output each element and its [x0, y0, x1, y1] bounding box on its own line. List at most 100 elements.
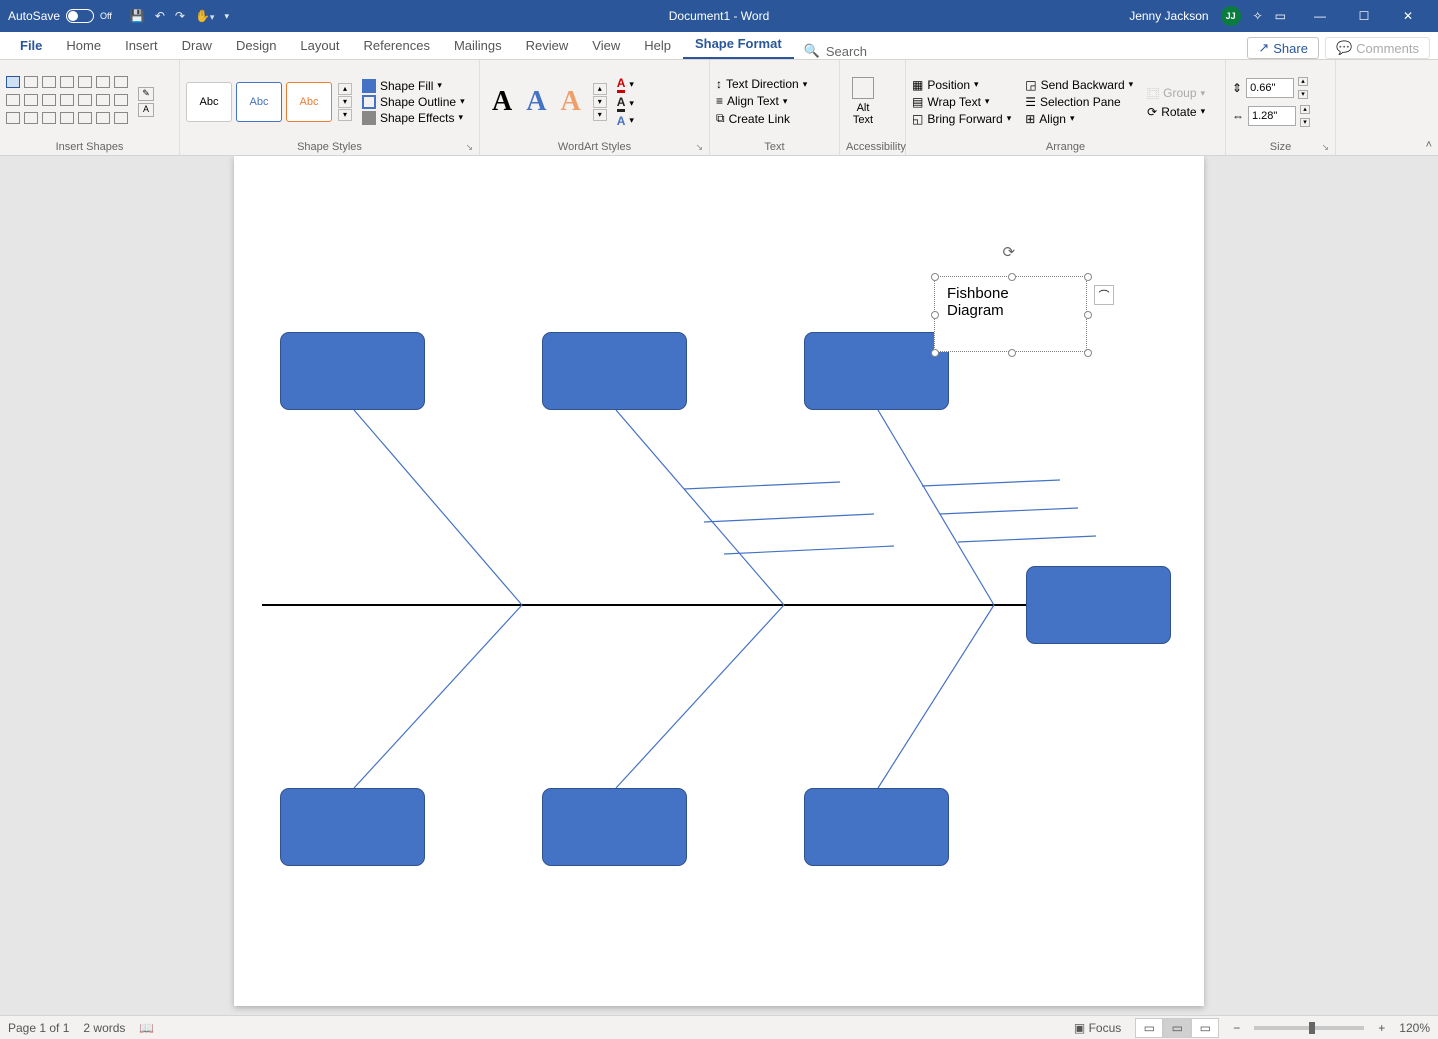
coming-soon-icon[interactable]: ✧ — [1253, 9, 1263, 23]
width-down[interactable]: ▾ — [1300, 118, 1310, 127]
size-dialog[interactable]: ↘ — [1321, 142, 1329, 153]
page-indicator[interactable]: Page 1 of 1 — [8, 1021, 69, 1035]
tab-review[interactable]: Review — [514, 34, 581, 59]
zoom-out-button[interactable]: − — [1233, 1021, 1240, 1035]
selection-handle[interactable] — [931, 311, 939, 319]
minimize-button[interactable]: — — [1298, 0, 1342, 32]
close-button[interactable]: ✕ — [1386, 0, 1430, 32]
selection-handle[interactable] — [931, 349, 939, 357]
style-scroll-down[interactable]: ▾ — [338, 96, 352, 108]
style-preset-3[interactable]: Abc — [286, 82, 332, 122]
autosave-switch[interactable] — [66, 9, 94, 23]
shape-outline-button[interactable]: Shape Outline▾ — [362, 95, 465, 109]
save-icon[interactable]: 💾 — [130, 9, 145, 23]
page[interactable]: FishboneDiagram⟳⌒ — [234, 156, 1204, 1006]
layout-options-button[interactable]: ⌒ — [1094, 285, 1114, 305]
tab-file[interactable]: File — [8, 34, 54, 59]
cause-box-top-1[interactable] — [280, 332, 425, 410]
focus-mode-button[interactable]: ▣ Focus — [1074, 1021, 1121, 1035]
selection-handle[interactable] — [1084, 311, 1092, 319]
ribbon-display-icon[interactable]: ▭ — [1275, 9, 1286, 23]
width-input[interactable] — [1248, 106, 1296, 126]
autosave-toggle[interactable]: AutoSave Off — [8, 9, 112, 23]
collapse-ribbon-button[interactable]: ˄ — [1426, 139, 1432, 151]
width-up[interactable]: ▴ — [1300, 105, 1310, 114]
tab-draw[interactable]: Draw — [170, 34, 224, 59]
read-mode-button[interactable]: ▭ — [1135, 1018, 1163, 1038]
zoom-in-button[interactable]: + — [1378, 1021, 1385, 1035]
touch-mode-icon[interactable]: ✋▾ — [195, 9, 214, 23]
effect-box[interactable] — [1026, 566, 1171, 644]
shape-effects-button[interactable]: Shape Effects▾ — [362, 111, 465, 125]
cause-box-top-3[interactable] — [804, 332, 949, 410]
wordart-dialog[interactable]: ↘ — [695, 142, 703, 153]
height-up[interactable]: ▴ — [1298, 77, 1308, 86]
tab-references[interactable]: References — [351, 34, 441, 59]
send-backward-button[interactable]: ◲Send Backward▾ — [1025, 78, 1133, 92]
text-effects-button[interactable]: A▾ — [617, 114, 634, 128]
alt-text-button[interactable]: Alt Text — [846, 77, 880, 126]
bring-forward-button[interactable]: ◱Bring Forward▾ — [912, 112, 1011, 126]
height-down[interactable]: ▾ — [1298, 90, 1308, 99]
style-preset-1[interactable]: Abc — [186, 82, 232, 122]
cause-box-bottom-2[interactable] — [542, 788, 687, 866]
selection-handle[interactable] — [1008, 273, 1016, 281]
rotation-handle[interactable]: ⟳ — [1003, 243, 1019, 259]
tab-view[interactable]: View — [580, 34, 632, 59]
shape-style-gallery[interactable]: Abc Abc Abc — [186, 82, 332, 122]
align-text-button[interactable]: ≡Align Text▾ — [716, 94, 807, 108]
selection-pane-button[interactable]: ☰Selection Pane — [1025, 95, 1133, 109]
create-link-button[interactable]: ⧉Create Link — [716, 111, 807, 126]
style-scroll-up[interactable]: ▴ — [338, 83, 352, 95]
tab-mailings[interactable]: Mailings — [442, 34, 514, 59]
tab-layout[interactable]: Layout — [288, 34, 351, 59]
document-area[interactable]: FishboneDiagram⟳⌒ — [0, 156, 1438, 1015]
selection-handle[interactable] — [1084, 273, 1092, 281]
user-avatar[interactable]: JJ — [1221, 6, 1241, 26]
comments-button[interactable]: 💬Comments — [1325, 37, 1430, 59]
height-input[interactable] — [1246, 78, 1294, 98]
zoom-level[interactable]: 120% — [1399, 1021, 1430, 1035]
undo-icon[interactable]: ↶ — [155, 9, 165, 23]
maximize-button[interactable]: ☐ — [1342, 0, 1386, 32]
selection-handle[interactable] — [1084, 349, 1092, 357]
cause-box-bottom-3[interactable] — [804, 788, 949, 866]
zoom-slider[interactable] — [1254, 1026, 1364, 1030]
redo-icon[interactable]: ↷ — [175, 9, 185, 23]
web-layout-button[interactable]: ▭ — [1191, 1018, 1219, 1038]
height-field[interactable]: ⇕ ▴▾ — [1232, 77, 1310, 99]
share-button[interactable]: ↗Share — [1247, 37, 1319, 59]
wordart-scroll-up[interactable]: ▴ — [593, 83, 607, 95]
tab-help[interactable]: Help — [632, 34, 683, 59]
shape-styles-dialog[interactable]: ↘ — [465, 142, 473, 153]
rotate-button[interactable]: ⟳Rotate▾ — [1147, 105, 1205, 119]
tab-home[interactable]: Home — [54, 34, 113, 59]
text-outline-button[interactable]: A▾ — [617, 95, 634, 112]
wordart-preset-3[interactable]: A — [560, 86, 580, 118]
selection-handle[interactable] — [931, 273, 939, 281]
position-button[interactable]: ▦Position▾ — [912, 78, 1011, 92]
tab-insert[interactable]: Insert — [113, 34, 170, 59]
tab-shape-format[interactable]: Shape Format — [683, 32, 794, 59]
text-fill-button[interactable]: A▾ — [617, 76, 634, 93]
selection-handle[interactable] — [1008, 349, 1016, 357]
text-direction-button[interactable]: ↕Text Direction▾ — [716, 77, 807, 91]
qat-more-icon[interactable]: ▾ — [224, 11, 229, 22]
style-more[interactable]: ▾ — [338, 109, 352, 121]
cause-box-bottom-1[interactable] — [280, 788, 425, 866]
edit-shape-button[interactable]: ✎ — [138, 87, 154, 101]
wordart-preset-2[interactable]: A — [526, 86, 546, 118]
wordart-more[interactable]: ▾ — [593, 109, 607, 121]
width-field[interactable]: ⇔ ▴▾ — [1232, 105, 1310, 127]
wrap-text-button[interactable]: ▤Wrap Text▾ — [912, 95, 1011, 109]
text-box-button[interactable]: A — [138, 103, 154, 117]
cause-box-top-2[interactable] — [542, 332, 687, 410]
user-name[interactable]: Jenny Jackson — [1129, 9, 1208, 23]
shapes-gallery[interactable] — [6, 76, 130, 128]
style-preset-2[interactable]: Abc — [236, 82, 282, 122]
wordart-gallery[interactable]: A A A — [486, 86, 587, 118]
shape-fill-button[interactable]: Shape Fill▾ — [362, 79, 465, 93]
group-objects-button[interactable]: ⿴Group▾ — [1147, 85, 1205, 102]
spelling-icon[interactable]: 📖 — [139, 1021, 154, 1035]
word-count[interactable]: 2 words — [83, 1021, 125, 1035]
